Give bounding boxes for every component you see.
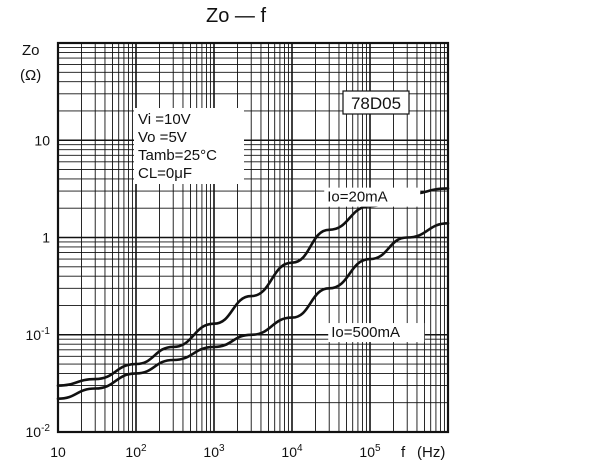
y-tick-label: 10-2 <box>26 423 51 440</box>
x-tick-label: 104 <box>281 443 303 460</box>
x-tick-label: 103 <box>203 443 225 460</box>
part-number: 78D05 <box>351 94 401 113</box>
x-axis-unit: (Hz) <box>417 444 445 461</box>
condition-vo: Vo =5V <box>138 129 187 146</box>
y-axis-unit: (Ω) <box>20 67 41 84</box>
series-group: Io=20mA Io=500mA <box>56 187 450 400</box>
series-label-bg <box>324 187 421 207</box>
x-axis-label: f <box>401 444 406 461</box>
x-tick-label: 102 <box>125 443 147 460</box>
series-label-1: Io=500mA <box>331 324 400 341</box>
series-label-0: Io=20mA <box>327 189 387 206</box>
part-number-box-bg <box>342 90 410 115</box>
condition-vi: Vi =10V <box>138 111 191 128</box>
y-axis-label: Zo <box>22 42 40 59</box>
x-tick-label: 105 <box>359 443 381 460</box>
condition-cl: CL=0μF <box>138 165 192 182</box>
plot-frame <box>56 41 450 434</box>
grid-group <box>58 43 448 432</box>
series-label-bg <box>328 323 425 343</box>
x-tick-label: 10 <box>50 444 66 460</box>
y-tick-label: 10-1 <box>26 326 51 343</box>
chart-title: Zo — f <box>206 5 266 27</box>
condition-tamb: Tamb=25°C <box>138 147 217 164</box>
y-tick-label: 10 <box>34 132 50 148</box>
conditions-box-bg <box>134 108 244 184</box>
series-line-1 <box>56 222 450 400</box>
y-tick-label: 1 <box>42 230 50 246</box>
